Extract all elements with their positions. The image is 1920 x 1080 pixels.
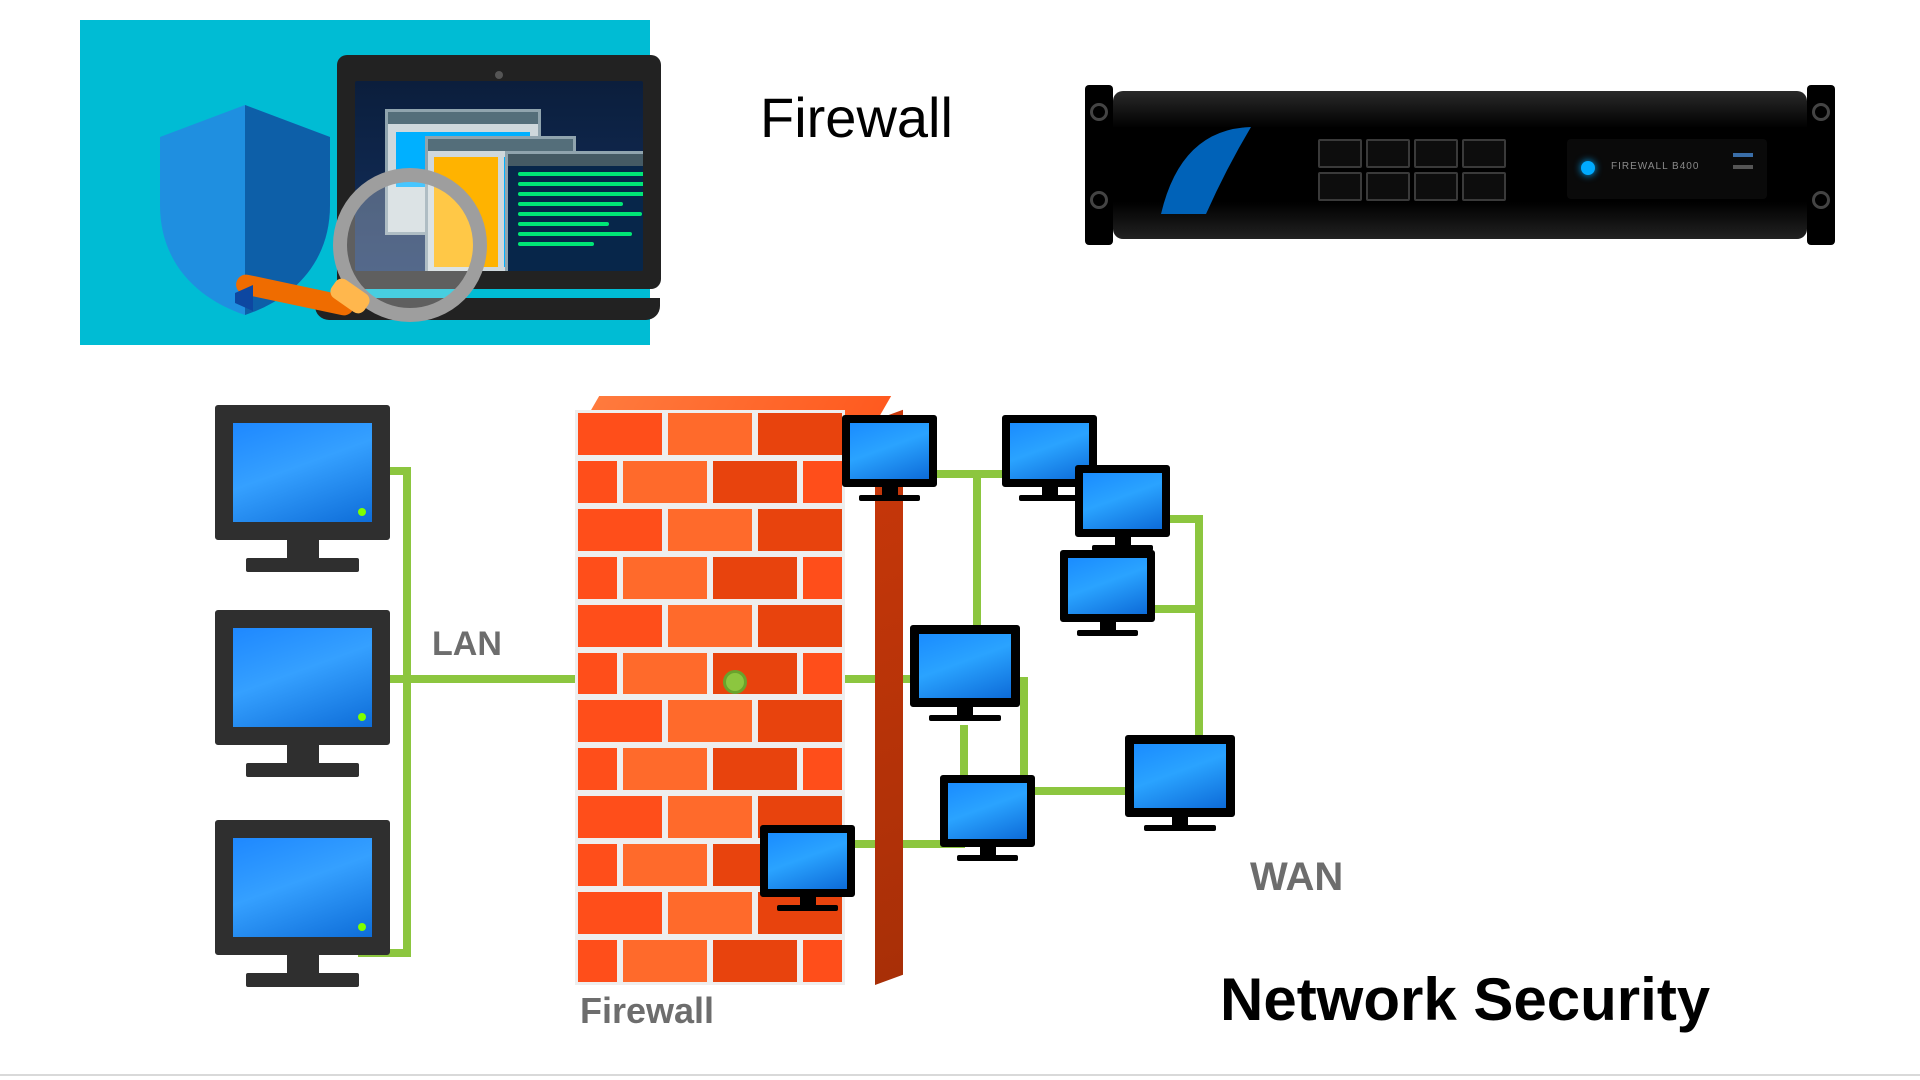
- wan-monitor-icon: [1060, 550, 1155, 636]
- connection-lan-bus-to-wall: [403, 675, 583, 683]
- lan-label: LAN: [432, 625, 502, 664]
- connection-lan-bus-vertical: [403, 467, 411, 957]
- network-diagram: LAN WAN Firewall Network Security: [180, 395, 1740, 1055]
- slide: Firewall: [0, 0, 1920, 1080]
- wan-monitor-icon: [842, 415, 937, 501]
- appliance-fin-icon: [1151, 119, 1261, 219]
- lan-monitor-icon: [215, 820, 390, 987]
- connection-wan-g-to-right-a: [1020, 677, 1028, 787]
- security-graphic: [80, 20, 650, 345]
- connection-wan-g-to-top: [973, 470, 981, 625]
- lan-monitor-icon: [215, 405, 390, 572]
- firewall-label: Firewall: [580, 990, 714, 1032]
- wan-monitor-icon: [940, 775, 1035, 861]
- bottom-rule: [0, 1074, 1920, 1076]
- lan-monitor-icon: [215, 610, 390, 777]
- appliance-panel: FIREWALL B400: [1567, 139, 1767, 199]
- magnifier-icon: [235, 135, 495, 355]
- wan-monitor-icon: [1075, 465, 1170, 551]
- connection-wan-right-to-top2: [1195, 515, 1203, 605]
- firewall-appliance-icon: FIREWALL B400: [1085, 85, 1835, 245]
- footer-title: Network Security: [1220, 965, 1710, 1034]
- wan-label: WAN: [1250, 855, 1343, 900]
- wan-monitor-icon: [1125, 735, 1235, 831]
- firewall-node: [723, 670, 747, 694]
- terminal-window-icon: [505, 151, 643, 271]
- wan-monitor-icon: [760, 825, 855, 911]
- wan-monitor-icon: [910, 625, 1020, 721]
- title: Firewall: [760, 85, 953, 150]
- ethernet-ports: [1318, 139, 1502, 197]
- appliance-model-label: FIREWALL B400: [1611, 161, 1699, 172]
